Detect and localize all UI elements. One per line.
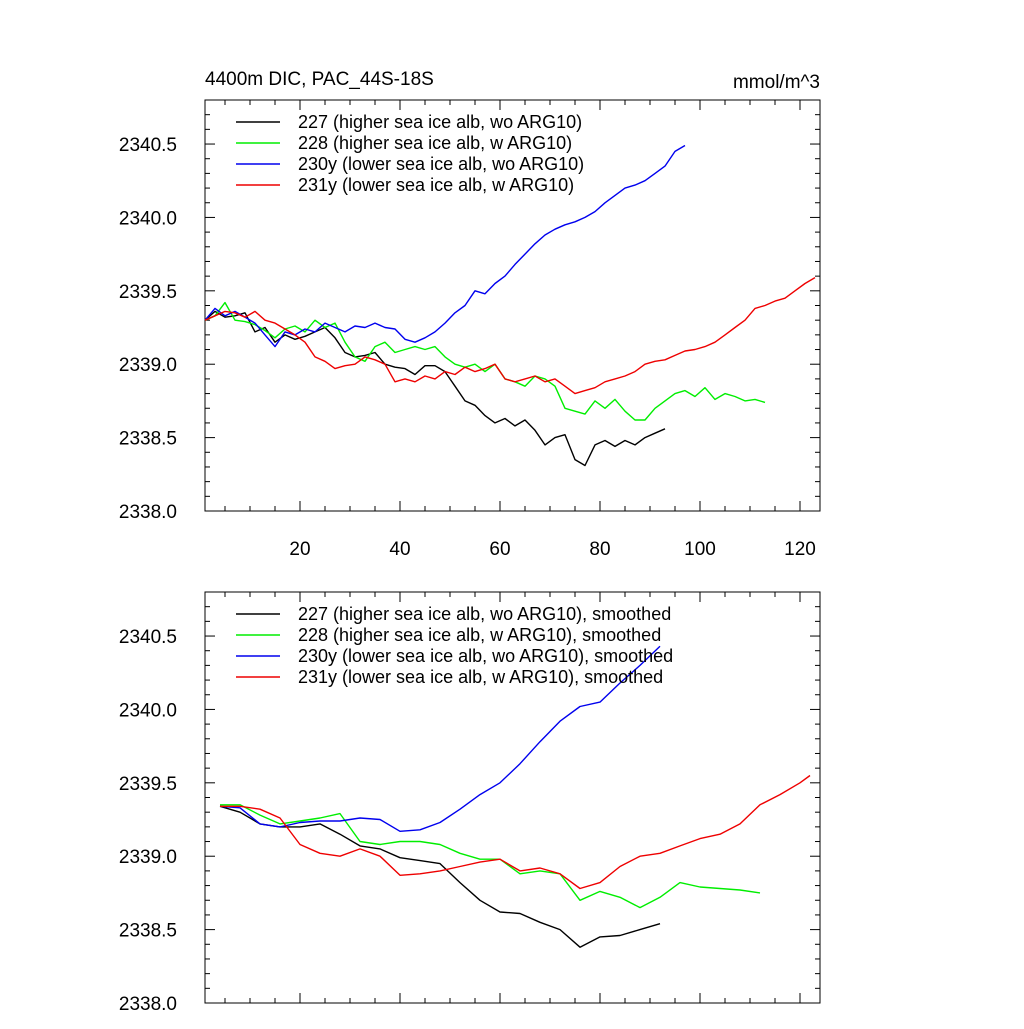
series-line-2 [204, 144, 686, 348]
series-line-3 [220, 774, 811, 890]
chart-title: 4400m DIC, PAC_44S-18S [205, 69, 434, 90]
series-line-2 [219, 645, 661, 832]
y-tick-label: 2338.0 [119, 994, 177, 1015]
y-tick-label: 2340.0 [119, 700, 177, 721]
x-tick-label: 60 [489, 539, 510, 560]
x-tick-label: 120 [784, 539, 816, 560]
y-tick-label: 2340.0 [119, 208, 177, 229]
y-tick-label: 2340.5 [119, 135, 177, 156]
legend-label-0: 227 (higher sea ice alb, wo ARG10), smoo… [298, 604, 671, 624]
x-tick-label: 40 [389, 539, 410, 560]
x-tick-label: 80 [589, 539, 610, 560]
legend-label-1: 228 (higher sea ice alb, w ARG10) [298, 133, 572, 153]
y-tick-label: 2338.5 [119, 429, 177, 450]
y-tick-label: 2338.0 [119, 502, 177, 523]
y-tick-label: 2339.5 [119, 774, 177, 795]
series-line-3 [204, 276, 816, 395]
legend-label-3: 231y (lower sea ice alb, w ARG10) [298, 175, 574, 195]
series-line-0 [219, 805, 661, 948]
units-label: mmol/m^3 [733, 72, 820, 93]
legend-label-2: 230y (lower sea ice alb, wo ARG10), smoo… [298, 646, 673, 666]
legend-label-1: 228 (higher sea ice alb, w ARG10), smoot… [298, 625, 661, 645]
y-tick-label: 2339.0 [119, 847, 177, 868]
legend-label-3: 231y (lower sea ice alb, w ARG10), smoot… [298, 667, 663, 687]
series-line-1 [220, 804, 761, 909]
y-tick-label: 2339.5 [119, 282, 177, 303]
top-panel: 20 40 60 80 100 120 2338.0 2338.5 2339.0 2339.5 23… [119, 99, 821, 560]
x-tick-label: 20 [289, 539, 310, 560]
series-line-1 [204, 301, 766, 421]
x-tick-label: 100 [684, 539, 716, 560]
series-line-0 [204, 310, 666, 467]
bottom-panel: 2338.0 2338.5 2339.0 2339.5 2340.0 2340.5 227 … [119, 591, 821, 1015]
y-tick-label: 2338.5 [119, 921, 177, 942]
legend-label-2: 230y (lower sea ice alb, wo ARG10) [298, 154, 584, 174]
legend-label-0: 227 (higher sea ice alb, wo ARG10) [298, 112, 582, 132]
y-tick-label: 2339.0 [119, 355, 177, 376]
y-tick-label: 2340.5 [119, 627, 177, 648]
